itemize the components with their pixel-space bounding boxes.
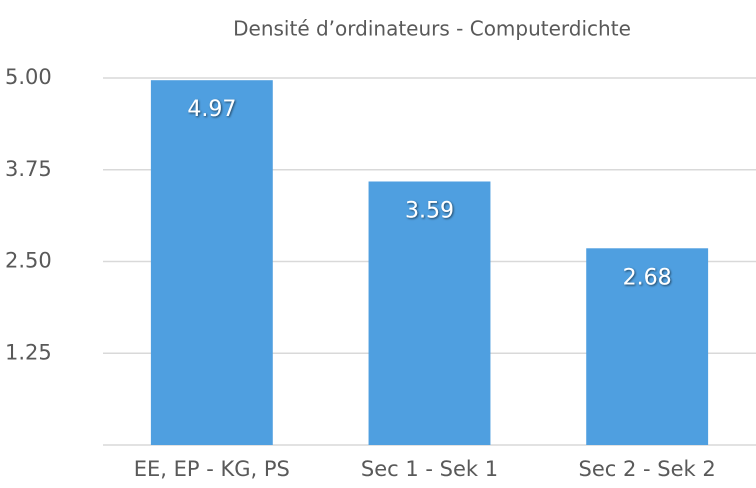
- x-tick-label: EE, EP - KG, PS: [134, 457, 290, 481]
- y-tick-label: 3.75: [5, 157, 52, 181]
- bar: [586, 248, 709, 445]
- x-tick-label: Sec 1 - Sek 1: [361, 457, 498, 481]
- bar: [150, 80, 273, 446]
- y-tick-label: 1.25: [5, 340, 52, 364]
- data-label: 2.68: [623, 265, 672, 290]
- x-tick-label: Sec 2 - Sek 2: [579, 457, 716, 481]
- chart-title: Densité d’ordinateurs - Computerdichte: [233, 17, 631, 41]
- bar: [368, 181, 491, 445]
- y-tick-label: 5.00: [5, 65, 52, 89]
- data-label: 3.59: [405, 198, 454, 223]
- data-label: 4.97: [187, 97, 236, 122]
- y-tick-label: 2.50: [5, 249, 52, 273]
